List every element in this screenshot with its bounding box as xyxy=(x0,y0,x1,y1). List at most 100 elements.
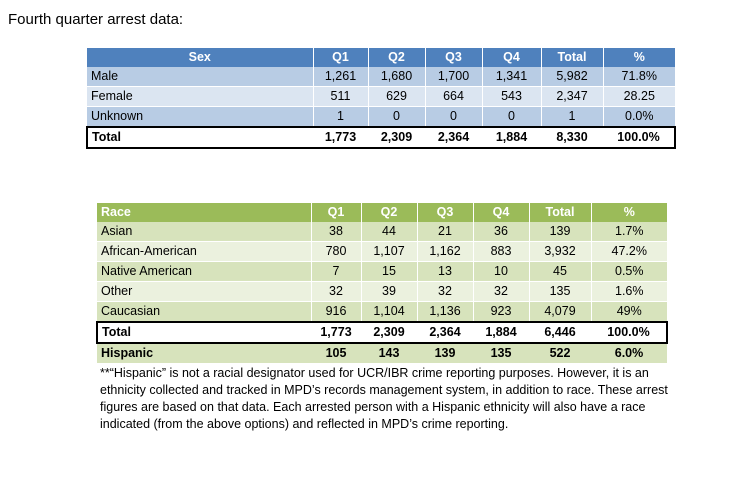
row-label: African-American xyxy=(97,241,312,262)
table-cell: 15 xyxy=(361,261,418,282)
table-row: Native American 7 15 13 10 45 0.5% xyxy=(97,261,667,282)
table-cell: 1,261 xyxy=(313,67,369,87)
table-cell: 7 xyxy=(311,261,362,282)
column-header: Total xyxy=(529,203,592,222)
sex-arrest-table: Sex Q1 Q2 Q3 Q4 Total % Male 1,261 1,680… xyxy=(86,48,676,149)
table-cell: 6,446 xyxy=(529,321,591,344)
table-cell: 38 xyxy=(311,222,362,242)
table-cell: 139 xyxy=(529,222,592,242)
table-cell: 3,932 xyxy=(529,241,592,262)
table-cell: 883 xyxy=(473,241,530,262)
row-label: Asian xyxy=(97,222,312,242)
table-cell: 36 xyxy=(473,222,530,242)
table-cell: 1,773 xyxy=(311,321,361,344)
page-title: Fourth quarter arrest data: xyxy=(8,11,184,28)
table-cell: 135 xyxy=(529,281,592,302)
table-cell: 1 xyxy=(313,106,369,128)
row-label: Unknown xyxy=(87,106,314,128)
column-header: Q2 xyxy=(368,48,426,67)
table-row: Caucasian 916 1,104 1,136 923 4,079 49% xyxy=(97,301,667,323)
table-cell: 32 xyxy=(417,281,474,302)
table-cell: 0.5% xyxy=(591,261,667,282)
table-cell: 21 xyxy=(417,222,474,242)
table-cell: 1,341 xyxy=(482,67,542,87)
row-label: Total xyxy=(96,321,311,344)
table-cell: 8,330 xyxy=(541,126,603,149)
table-cell: 780 xyxy=(311,241,362,262)
table-cell: 1,104 xyxy=(361,301,418,323)
column-header: Q3 xyxy=(417,203,474,222)
table-cell: 1,162 xyxy=(417,241,474,262)
table-cell: 1,884 xyxy=(482,126,541,149)
row-label: Other xyxy=(97,281,312,302)
total-row: Total 1,773 2,309 2,364 1,884 6,446 100.… xyxy=(96,321,668,344)
table-row: Male 1,261 1,680 1,700 1,341 5,982 71.8% xyxy=(87,67,675,87)
table-cell: 0 xyxy=(425,106,483,128)
column-header: Q4 xyxy=(473,203,530,222)
table-cell: 5,982 xyxy=(541,67,604,87)
table-cell: 0 xyxy=(482,106,542,128)
table-row: African-American 780 1,107 1,162 883 3,9… xyxy=(97,241,667,262)
table-cell: 105 xyxy=(311,343,361,364)
table-cell: 49% xyxy=(591,301,667,323)
table-cell: 10 xyxy=(473,261,530,282)
table-cell: 0 xyxy=(368,106,426,128)
table-row: Asian 38 44 21 36 139 1.7% xyxy=(97,222,667,242)
table-cell: 1,107 xyxy=(361,241,418,262)
table-cell: 32 xyxy=(311,281,362,302)
row-label: Hispanic xyxy=(97,343,311,364)
table-cell: 71.8% xyxy=(603,67,675,87)
table-row: Female 511 629 664 543 2,347 28.25 xyxy=(87,86,675,107)
row-label: Total xyxy=(86,126,313,149)
column-header: Q2 xyxy=(361,203,418,222)
table-row: Unknown 1 0 0 0 1 0.0% xyxy=(87,106,675,128)
table-header-row: Race Q1 Q2 Q3 Q4 Total % xyxy=(97,203,667,222)
column-header: Q1 xyxy=(313,48,369,67)
table-cell: 39 xyxy=(361,281,418,302)
table-cell: 2,364 xyxy=(425,126,482,149)
table-cell: 1,700 xyxy=(425,67,483,87)
table-cell: 2,347 xyxy=(541,86,604,107)
row-label: Male xyxy=(87,67,314,87)
table-cell: 1,773 xyxy=(313,126,368,149)
row-label: Female xyxy=(87,86,314,107)
table-cell: 1,136 xyxy=(417,301,474,323)
table-cell: 2,309 xyxy=(361,321,417,344)
hispanic-footnote: **“Hispanic” is not a racial designator … xyxy=(100,366,668,431)
table-cell: 543 xyxy=(482,86,542,107)
table-cell: 0.0% xyxy=(603,106,675,128)
column-header: Q4 xyxy=(482,48,542,67)
table-cell: 100.0% xyxy=(603,126,676,149)
column-header: % xyxy=(603,48,675,67)
table-cell: 1.7% xyxy=(591,222,667,242)
table-cell: 135 xyxy=(473,343,529,364)
table-cell: 522 xyxy=(529,343,591,364)
table-cell: 1.6% xyxy=(591,281,667,302)
table-cell: 2,364 xyxy=(417,321,473,344)
column-header: Q1 xyxy=(311,203,362,222)
table-cell: 1,884 xyxy=(473,321,529,344)
column-header: Race xyxy=(97,203,312,222)
hispanic-row: Hispanic 105 143 139 135 522 6.0% xyxy=(97,343,667,364)
total-row: Total 1,773 2,309 2,364 1,884 8,330 100.… xyxy=(86,126,676,149)
table-cell: 100.0% xyxy=(591,321,668,344)
row-label: Caucasian xyxy=(97,301,312,323)
table-cell: 664 xyxy=(425,86,483,107)
table-cell: 6.0% xyxy=(591,343,667,364)
table-row: Other 32 39 32 32 135 1.6% xyxy=(97,281,667,302)
table-cell: 2,309 xyxy=(368,126,425,149)
table-cell: 28.25 xyxy=(603,86,675,107)
table-cell: 45 xyxy=(529,261,592,282)
table-cell: 44 xyxy=(361,222,418,242)
table-cell: 923 xyxy=(473,301,530,323)
column-header: % xyxy=(591,203,667,222)
table-cell: 143 xyxy=(361,343,417,364)
race-arrest-table: Race Q1 Q2 Q3 Q4 Total % Asian 38 44 21 … xyxy=(96,203,668,364)
table-cell: 1,680 xyxy=(368,67,426,87)
table-cell: 47.2% xyxy=(591,241,667,262)
table-header-row: Sex Q1 Q2 Q3 Q4 Total % xyxy=(87,48,675,67)
table-cell: 139 xyxy=(417,343,473,364)
column-header: Sex xyxy=(87,48,314,67)
table-cell: 511 xyxy=(313,86,369,107)
table-cell: 916 xyxy=(311,301,362,323)
